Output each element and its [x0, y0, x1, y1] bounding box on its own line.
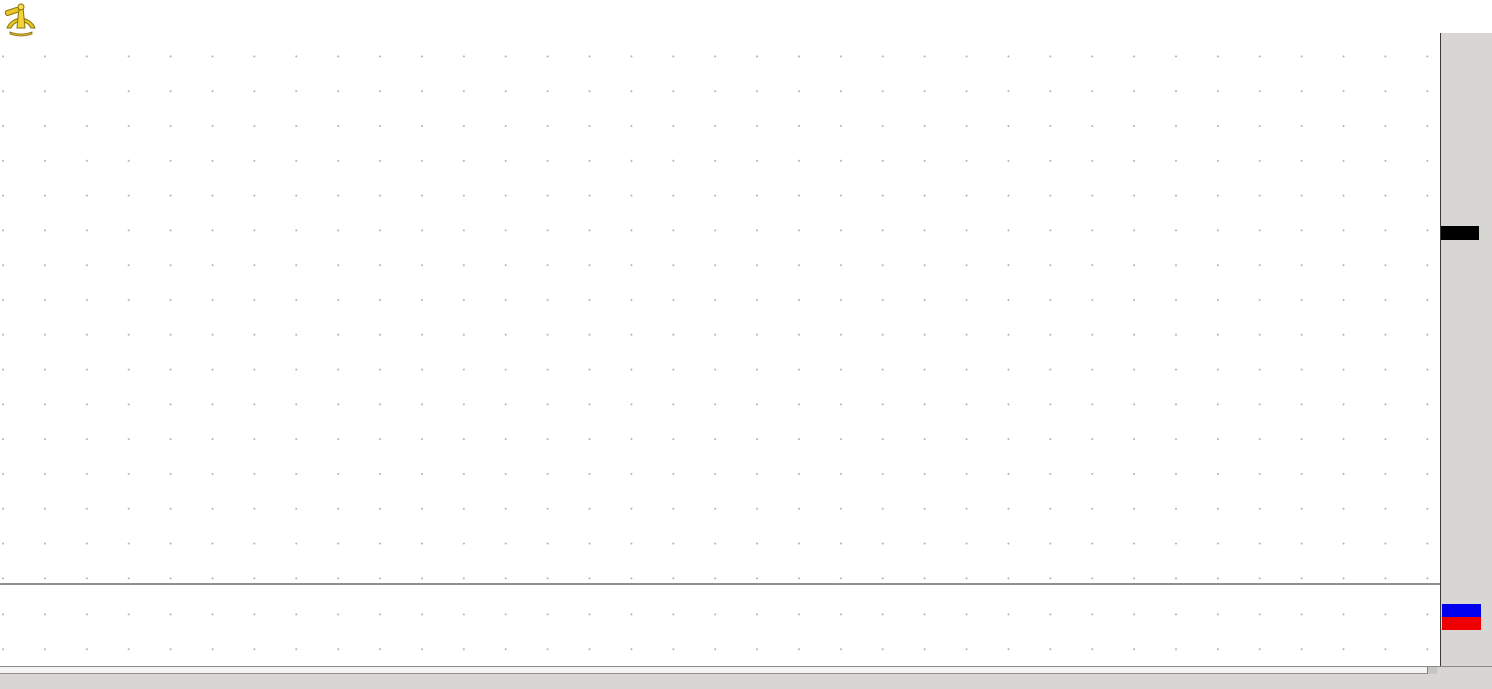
chart-header: [0, 0, 1492, 33]
horizontal-scrollbar[interactable]: [0, 667, 1427, 674]
genesis-sextant-logo[interactable]: [2, 1, 40, 37]
price-axis-border: [1440, 33, 1441, 666]
panel-divider[interactable]: [0, 583, 1440, 585]
main-plot-area: [0, 33, 1440, 583]
price-axis-strip[interactable]: [1440, 33, 1492, 689]
stochd-value-marker: [1442, 617, 1481, 630]
stochk-value-marker: [1442, 604, 1481, 617]
scrollbar-end-cap[interactable]: [1427, 667, 1437, 674]
last-price-marker: [1441, 226, 1479, 240]
stochastic-panel: [0, 585, 1440, 666]
